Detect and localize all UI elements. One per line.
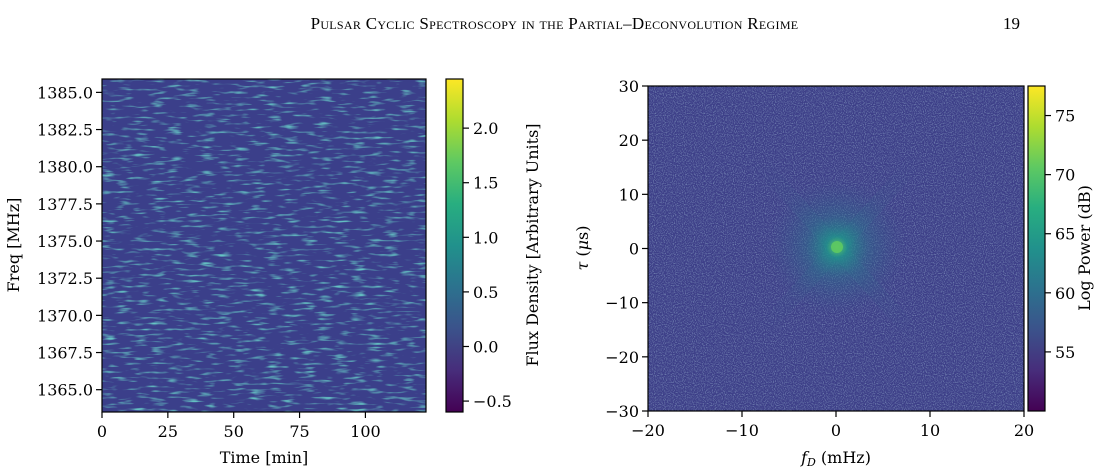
left-y-tick-label: 1370.0 [37, 306, 93, 325]
page-number: 19 [1003, 14, 1020, 33]
left-colorbar-tick-label: −0.5 [473, 392, 512, 411]
right-x-tick-label: −10 [725, 421, 759, 440]
left-y-tick-label: 1385.0 [37, 83, 93, 102]
left-x-tick-label: 100 [350, 422, 381, 441]
left-colorbar-tick-label: 0.0 [473, 337, 498, 356]
right-x-tick-label: −20 [631, 421, 665, 440]
right-colorbar-label: Log Power (dB) [1075, 185, 1094, 311]
dynamic-spectrum-plot: 1365.0 1367.5 1370.0 1372.5 1375.0 1377.5 1380… [4, 78, 427, 467]
left-x-tick-label: 25 [158, 422, 178, 441]
left-y-tick-label: 1365.0 [37, 381, 93, 400]
running-title: Pulsar Cyclic Spectroscopy in the Partia… [310, 14, 799, 33]
right-y-tick-label: −10 [605, 294, 639, 313]
right-colorbar-tick-label: 65 [1055, 225, 1075, 244]
left-colorbar-tick-label: 1.0 [473, 228, 498, 247]
right-x-axis-label: fD (mHz) [800, 448, 871, 469]
right-y-tick-label: 10 [619, 185, 639, 204]
right-x-axis-ticks: −20 −10 0 10 20 [631, 411, 1034, 440]
left-x-tick-label: 0 [97, 422, 107, 441]
left-y-tick-label: 1382.5 [37, 121, 93, 140]
right-y-tick-label: 20 [619, 131, 639, 150]
left-x-axis-label: Time [min] [220, 448, 309, 467]
page-header: Pulsar Cyclic Spectroscopy in the Partia… [0, 8, 1109, 38]
left-x-tick-label: 50 [224, 422, 244, 441]
right-colorbar: 55 60 65 70 75 Log Power (dB) [1027, 85, 1094, 412]
left-colorbar-tick-label: 1.5 [473, 174, 498, 193]
right-y-axis-label: τ (μs) [573, 225, 592, 270]
right-y-tick-label: 30 [619, 77, 639, 96]
left-colorbar-bar [445, 78, 464, 413]
left-y-tick-label: 1375.0 [37, 232, 93, 251]
left-y-axis-label: Freq [MHz] [4, 198, 23, 293]
right-colorbar-tick-label: 70 [1055, 166, 1075, 185]
right-colorbar-tick-label: 60 [1055, 284, 1075, 303]
left-colorbar: −0.5 0.0 0.5 1.0 1.5 2.0 Flux Density [Arbitr… [445, 78, 542, 413]
right-colorbar-ticks: 55 60 65 70 75 [1045, 107, 1075, 362]
left-colorbar-tick-label: 0.5 [473, 283, 498, 302]
left-colorbar-tick-label: 2.0 [473, 119, 498, 138]
right-x-tick-label: 0 [831, 421, 841, 440]
right-y-tick-label: −20 [605, 348, 639, 367]
dynamic-spectrum-noise [102, 79, 426, 412]
left-colorbar-ticks: −0.5 0.0 0.5 1.0 1.5 2.0 [463, 119, 512, 411]
right-colorbar-tick-label: 55 [1055, 343, 1075, 362]
dynamic-spectrum-frame [101, 78, 427, 413]
right-colorbar-bar [1027, 85, 1046, 412]
left-y-tick-label: 1372.5 [37, 269, 93, 288]
left-x-axis-ticks: 0 25 50 75 100 [97, 412, 381, 441]
left-x-tick-label: 75 [289, 422, 309, 441]
secondary-spectrum-feature [752, 150, 926, 345]
right-y-axis-ticks: −30 −20 −10 0 10 20 30 [605, 77, 648, 421]
left-y-tick-label: 1367.5 [37, 344, 93, 363]
left-colorbar-label: Flux Density [Arbitrary Units] [523, 123, 542, 366]
right-y-tick-label: −30 [605, 402, 639, 421]
right-x-tick-label: 20 [1014, 421, 1034, 440]
left-y-tick-label: 1380.0 [37, 158, 93, 177]
right-y-tick-label: 0 [629, 240, 639, 259]
left-y-tick-label: 1377.5 [37, 195, 93, 214]
right-x-tick-label: 10 [920, 421, 940, 440]
left-y-axis-ticks: 1365.0 1367.5 1370.0 1372.5 1375.0 1377.5 1380… [37, 83, 102, 400]
right-colorbar-tick-label: 75 [1055, 107, 1075, 126]
